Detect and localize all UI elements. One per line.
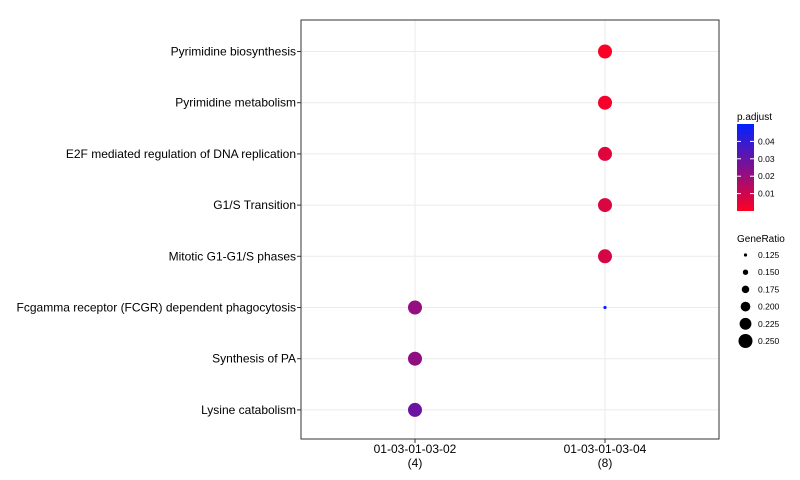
dot-01-03-01-03-04-mitotic-g1-g1-s-phases — [598, 249, 612, 264]
x-tick-label-01-03-01-03-02: 01-03-01-03-02 — [374, 442, 457, 456]
dot-01-03-01-03-04-fcgamma-receptor-fcgr-dependent-phagocytosis — [603, 305, 607, 310]
p-adjust-tick-label: 0.04 — [758, 136, 775, 146]
gene-ratio-tick-label: 0.200 — [758, 302, 780, 312]
y-tick-label-pyrimidine-biosynthesis: Pyrimidine biosynthesis — [171, 45, 296, 59]
plot-border — [300, 19, 720, 440]
p-adjust-tick-label: 0.01 — [758, 189, 775, 199]
dot-01-03-01-03-02-fcgamma-receptor-fcgr-dependent-phagocytosis — [408, 300, 422, 315]
y-tick-label-mitotic-g1-g1-s-phases: Mitotic G1-G1/S phases — [169, 249, 296, 263]
gene-ratio-tick-label: 0.250 — [758, 336, 780, 346]
x-axis: 01-03-01-03-02(4) 01-03-01-03-04(8) — [374, 439, 647, 470]
dot-01-03-01-03-02-lysine-catabolism — [408, 402, 422, 417]
grid-lines — [301, 20, 719, 439]
gene-ratio-tick-label: 0.225 — [758, 319, 780, 329]
p-adjust-colorbar — [737, 124, 754, 211]
y-tick-label-lysine-catabolism: Lysine catabolism — [201, 403, 296, 417]
dot-01-03-01-03-04-pyrimidine-biosynthesis — [598, 44, 612, 59]
p-adjust-tick-label: 0.03 — [758, 154, 775, 164]
gene-ratio-legend-title: GeneRatio — [737, 234, 785, 245]
gene-ratio-tick-label: 0.150 — [758, 267, 780, 277]
data-points — [408, 44, 612, 417]
p-adjust-legend-title: p.adjust — [737, 112, 772, 123]
y-tick-label-fcgamma-receptor-fcgr-dependent-phagocytosis: Fcgamma receptor (FCGR) dependent phagoc… — [17, 301, 296, 315]
x-tick-label-01-03-01-03-04: 01-03-01-03-04 — [564, 442, 647, 456]
x-tick-count-01-03-01-03-04: (8) — [598, 456, 613, 470]
x-tick-count-01-03-01-03-02: (4) — [408, 456, 423, 470]
dot-01-03-01-03-04-pyrimidine-metabolism — [598, 95, 612, 110]
gene-ratio-key-dot — [742, 269, 749, 275]
gene-ratio-key-dot — [741, 285, 750, 294]
gene-ratio-tick-label: 0.175 — [758, 284, 780, 294]
y-tick-label-synthesis-of-pa: Synthesis of PA — [212, 352, 296, 366]
y-axis: Pyrimidine biosynthesis Pyrimidine metabo… — [17, 45, 301, 417]
y-tick-label-pyrimidine-metabolism: Pyrimidine metabolism — [175, 96, 296, 110]
p-adjust-tick-label: 0.02 — [758, 171, 775, 181]
gene-ratio-legend: GeneRatio 0.125 0.150 0.175 0.200 0.225 0.250 — [737, 234, 785, 348]
y-tick-label-g1-s-transition: G1/S Transition — [213, 198, 296, 212]
gene-ratio-key-dot — [740, 301, 751, 312]
gene-ratio-key-dot — [738, 334, 753, 348]
p-adjust-legend: p.adjust 0.04 0.03 0.02 0.01 — [737, 112, 775, 211]
gene-ratio-tick-label: 0.125 — [758, 250, 780, 260]
y-tick-label-e2f-mediated-regulation-of-dna-replication: E2F mediated regulation of DNA replicati… — [66, 147, 296, 161]
dot-01-03-01-03-04-e2f-mediated-regulation-of-dna-replication — [598, 146, 612, 161]
dot-01-03-01-03-02-synthesis-of-pa — [408, 351, 422, 366]
plot-panel — [301, 20, 719, 439]
gene-ratio-key-dot — [739, 317, 752, 330]
gene-ratio-key-dot — [743, 253, 748, 257]
dot-01-03-01-03-04-g1-s-transition — [598, 198, 612, 213]
